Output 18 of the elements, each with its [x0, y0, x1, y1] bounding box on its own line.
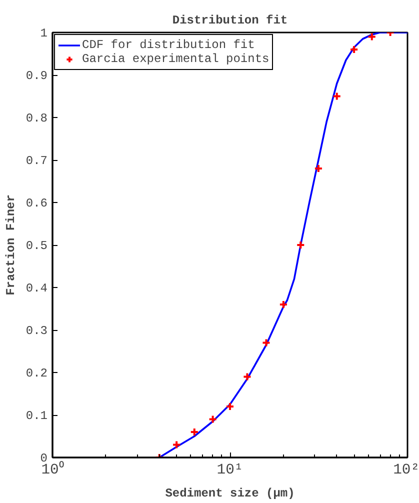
- y-tick-label: 0.5: [26, 239, 48, 253]
- y-tick-label: 0.7: [26, 154, 48, 168]
- y-tick-label: 0.1: [26, 409, 48, 423]
- legend-label: CDF for distribution fit: [82, 38, 255, 52]
- x-tick-label: 10²: [393, 462, 419, 478]
- y-tick-label: 0.8: [26, 112, 48, 126]
- legend-label: Garcia experimental points: [82, 52, 270, 66]
- chart-title: Distribution fit: [172, 14, 288, 28]
- y-tick-label: 0.6: [26, 196, 48, 210]
- y-axis-title: Fraction Finer: [4, 194, 18, 296]
- y-tick-label: 1: [40, 26, 48, 40]
- y-tick-label: 0.9: [26, 69, 48, 83]
- x-axis-title: Sediment size (µm): [165, 486, 295, 500]
- y-tick-label: 0.2: [26, 366, 48, 380]
- x-tick-label: 10⁰: [41, 460, 64, 478]
- x-tick-label: 10¹: [216, 462, 244, 478]
- y-tick-label: 0.3: [26, 324, 48, 338]
- y-tick-label: 0.4: [26, 282, 48, 296]
